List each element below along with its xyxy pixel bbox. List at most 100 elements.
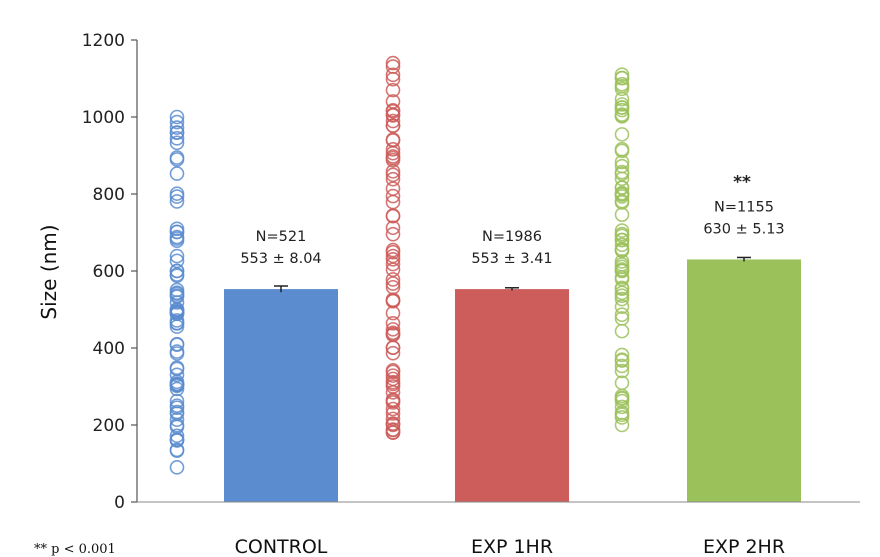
scatter-point xyxy=(385,226,401,242)
scatter-point xyxy=(614,323,630,339)
y-tick-label: 0 xyxy=(114,493,125,513)
y-tick-label: 200 xyxy=(93,416,125,436)
label-layer: CONTROL 553 ± 8.04 N=521 EXP 1HR 553 ± 3.41 N… xyxy=(235,172,785,557)
bar-exp-1hr xyxy=(455,289,569,502)
scatter-point xyxy=(169,120,185,135)
scatter-point xyxy=(169,221,185,237)
scatter-point xyxy=(614,272,630,287)
scatter-point xyxy=(169,248,185,264)
scatter-point xyxy=(614,226,630,242)
scatter-point xyxy=(169,295,185,310)
scatter-point xyxy=(385,171,401,187)
scatter-point xyxy=(169,417,185,433)
scatter-point xyxy=(169,406,185,421)
scatter-point xyxy=(385,59,401,74)
scatter-point xyxy=(169,131,185,146)
scatter-point xyxy=(169,186,185,201)
x-category-label: EXP 1HR xyxy=(471,536,553,557)
scatter-point xyxy=(385,422,401,437)
mean-label: 630 ± 5.13 xyxy=(703,221,784,237)
scatter-point xyxy=(169,400,185,415)
scatter-point xyxy=(614,307,630,322)
scatter-point xyxy=(385,417,401,433)
scatter-point xyxy=(614,311,630,326)
scatter-point xyxy=(614,262,630,277)
scatter-point xyxy=(614,288,630,304)
scatter-point xyxy=(385,188,401,204)
n-label: N=1155 xyxy=(714,199,774,215)
y-axis-label: Size (nm) xyxy=(37,224,61,319)
scatter-point xyxy=(169,189,185,204)
scatter-point xyxy=(614,195,630,210)
scatter-point xyxy=(385,401,401,417)
scatter-point xyxy=(385,167,401,183)
scatter-point xyxy=(614,108,630,124)
scatter-point xyxy=(385,94,401,109)
scatter-point xyxy=(169,346,185,361)
scatter-point xyxy=(614,299,630,314)
scatter-point xyxy=(169,150,185,165)
scatter-point xyxy=(385,118,401,133)
scatter-layer xyxy=(169,55,630,475)
scatter-point xyxy=(614,67,630,82)
scatter-point xyxy=(385,385,401,400)
scatter-point xyxy=(169,337,185,353)
scatter-point xyxy=(169,166,185,181)
n-label: N=1986 xyxy=(482,229,542,245)
scatter-point xyxy=(169,135,185,151)
n-label: N=521 xyxy=(256,229,307,245)
scatter-point xyxy=(169,367,185,383)
scatter-point xyxy=(614,164,630,180)
scatter-point xyxy=(385,55,401,71)
scatter-point xyxy=(385,220,401,236)
scatter-point xyxy=(169,377,185,392)
scatter-point xyxy=(614,127,630,142)
scatter-point xyxy=(614,70,630,86)
scatter-point xyxy=(385,374,401,390)
y-tick-label: 600 xyxy=(93,262,125,282)
scatter-point xyxy=(614,171,630,187)
scatter-point xyxy=(614,291,630,307)
scatter-point xyxy=(169,428,185,444)
scatter-point xyxy=(614,223,630,238)
scatter-point xyxy=(614,143,630,159)
scatter-point xyxy=(385,133,401,148)
scatter-point xyxy=(169,233,185,249)
y-tick-label: 400 xyxy=(93,339,125,359)
scatter-point xyxy=(614,391,630,406)
scatter-point xyxy=(169,361,185,377)
scatter-point xyxy=(385,379,401,394)
scatter-point xyxy=(614,358,630,374)
scatter-point xyxy=(614,187,630,202)
scatter-point xyxy=(385,194,401,210)
significance-footnote: ** p < 0.001 xyxy=(34,542,116,557)
scatter-point xyxy=(385,208,401,223)
bar-exp-2hr xyxy=(687,259,801,502)
scatter-point xyxy=(169,443,185,458)
scatter-point xyxy=(169,460,185,475)
scatter-point xyxy=(385,322,401,337)
scatter-point xyxy=(614,375,630,391)
x-category-label: EXP 2HR xyxy=(703,536,785,557)
scatter-point xyxy=(614,281,630,297)
scatter-point xyxy=(169,412,185,427)
scatter-point xyxy=(614,81,630,97)
y-tick-label: 800 xyxy=(93,185,125,205)
scatter-point xyxy=(385,276,401,291)
scatter-point xyxy=(169,263,185,279)
scatter-point xyxy=(614,232,630,248)
scatter-point xyxy=(169,381,185,397)
scatter-point xyxy=(385,340,401,355)
scatter-point xyxy=(385,164,401,179)
scatter-point xyxy=(385,113,401,129)
scatter-point xyxy=(385,393,401,409)
y-tick-label: 1000 xyxy=(82,108,125,128)
scatter-point xyxy=(385,82,401,98)
scatter-point xyxy=(385,67,401,83)
scatter-point xyxy=(385,104,401,119)
bar-control xyxy=(224,289,338,502)
mean-label: 553 ± 3.41 xyxy=(471,251,552,267)
scatter-point xyxy=(169,109,185,125)
scatter-point xyxy=(385,364,401,380)
